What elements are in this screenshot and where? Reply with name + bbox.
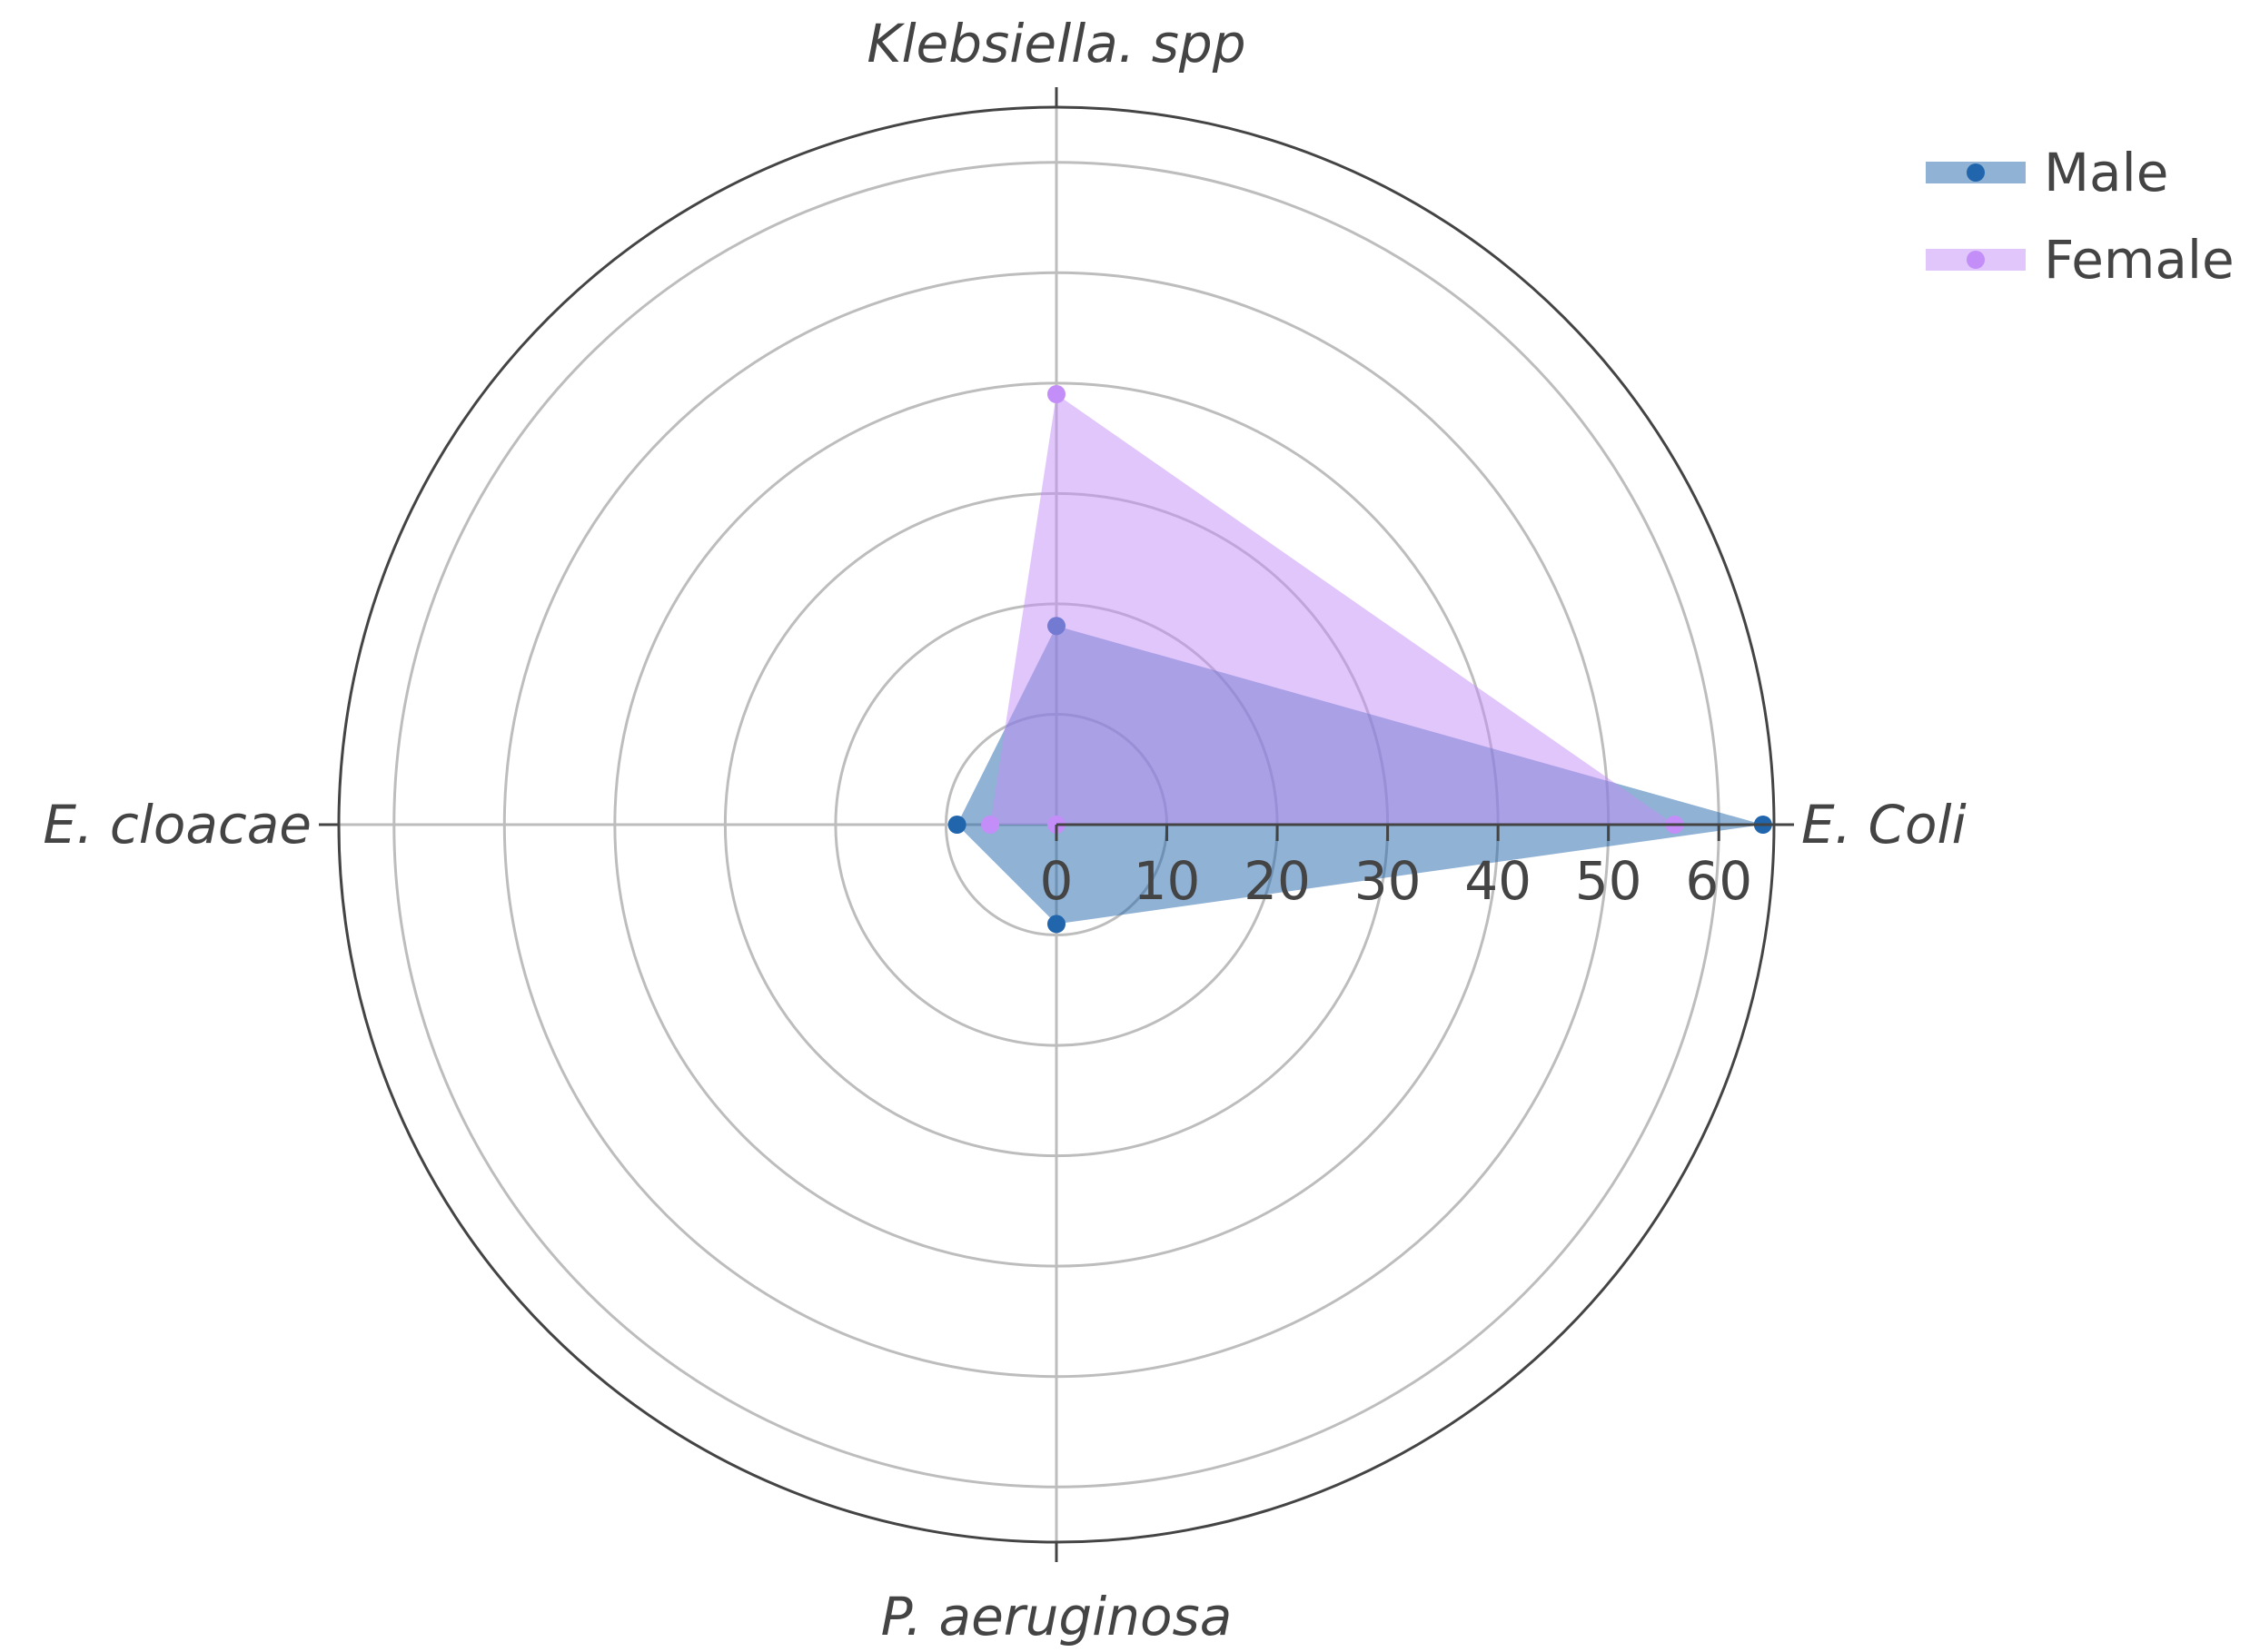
data-point-male xyxy=(947,816,966,834)
series-layer xyxy=(947,385,1772,934)
legend-marker-male xyxy=(1967,163,1985,182)
radial-tick-label: 20 xyxy=(1244,850,1311,912)
radial-tick-label: 50 xyxy=(1575,850,1642,912)
legend-marker-female xyxy=(1967,251,1985,269)
radial-tick-label: 60 xyxy=(1685,850,1752,912)
data-point-female xyxy=(1047,385,1066,403)
legend-label-male: Male xyxy=(2044,142,2168,203)
category-label: E. cloacae xyxy=(43,794,312,856)
radial-tick-label: 0 xyxy=(1040,850,1074,912)
data-point-female xyxy=(981,816,1000,834)
legend: Male Female xyxy=(1926,142,2235,291)
category-label: Klebsiella. spp xyxy=(867,13,1245,74)
radial-tick-label: 10 xyxy=(1134,850,1201,912)
category-labels: E. Coli Klebsiella. spp E. cloacae P. aerug… xyxy=(43,13,1966,1647)
category-label: E. Coli xyxy=(1801,794,1967,856)
data-point-male xyxy=(1047,915,1066,934)
category-label: P. aeruginosa xyxy=(881,1586,1233,1647)
series-area-female xyxy=(990,394,1675,825)
radial-tick-label: 30 xyxy=(1354,850,1422,912)
radial-axis: 0 10 20 30 40 50 60 xyxy=(1040,823,1774,912)
radial-tick-label: 40 xyxy=(1464,850,1531,912)
legend-label-female: Female xyxy=(2044,229,2235,291)
